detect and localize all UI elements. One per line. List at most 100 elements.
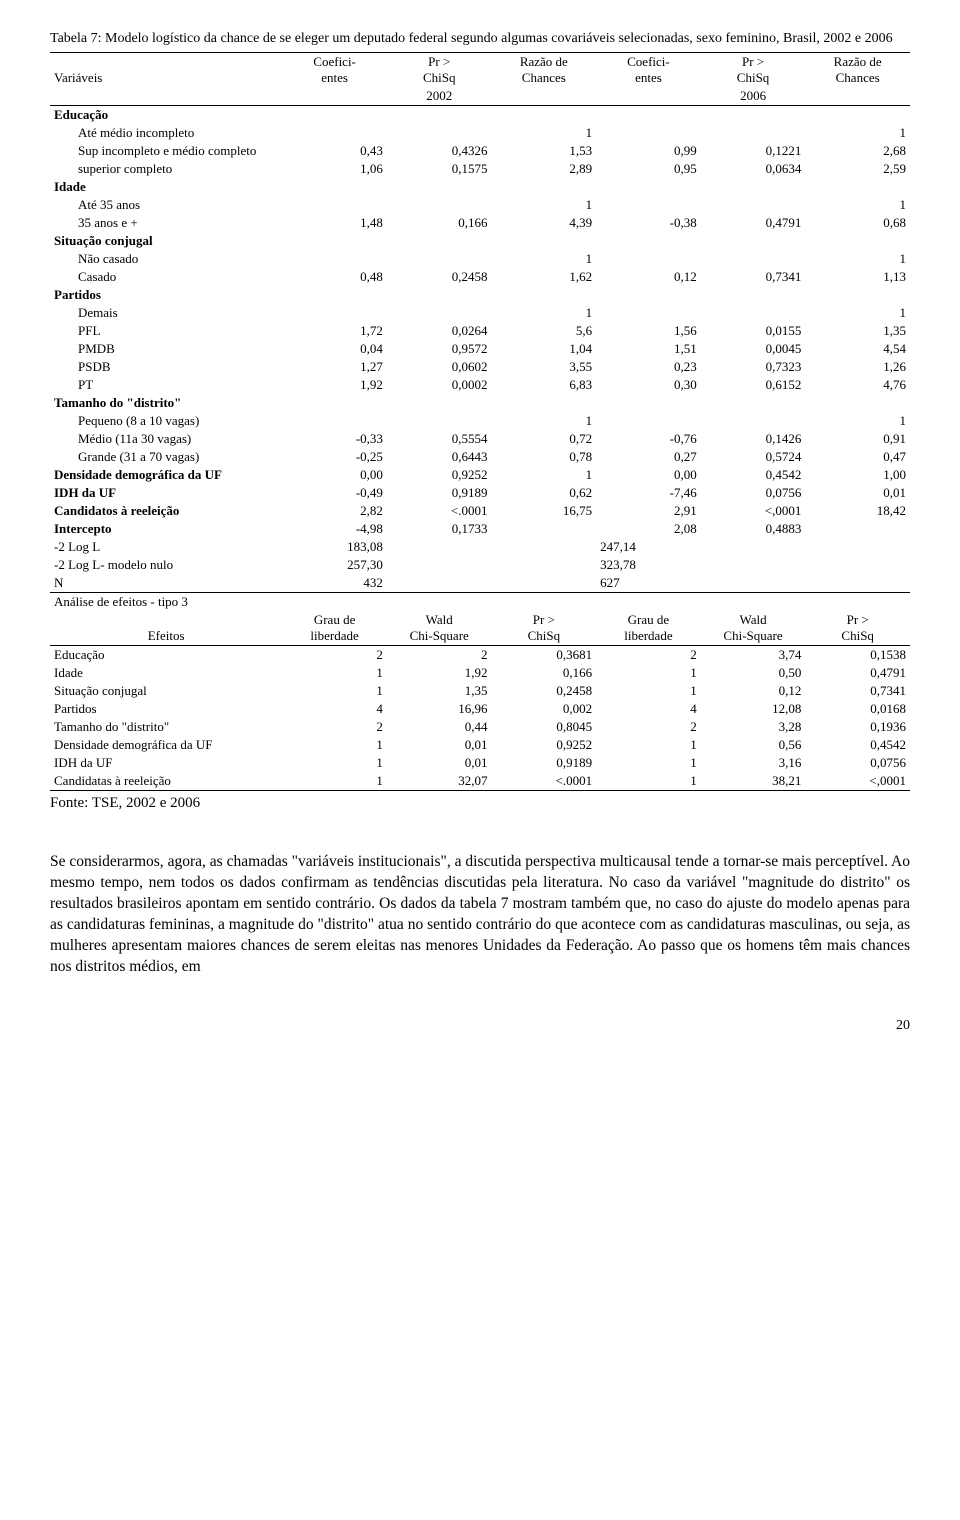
value-cell <box>805 556 910 574</box>
value-cell: 0,1733 <box>387 520 492 538</box>
value-cell: 1 <box>282 682 387 700</box>
value-cell: 0,1538 <box>805 646 910 665</box>
value-cell: <,0001 <box>701 502 806 520</box>
value-cell: 3,28 <box>701 718 806 736</box>
value-cell: -0,25 <box>282 448 387 466</box>
value-cell <box>387 304 492 322</box>
value-cell: 1,35 <box>805 322 910 340</box>
value-cell: 0,30 <box>596 376 701 394</box>
value-cell: 0,9189 <box>492 754 597 772</box>
value-cell: 0,1426 <box>701 430 806 448</box>
value-cell: 1 <box>282 736 387 754</box>
value-cell: 1,06 <box>282 160 387 178</box>
value-cell: 0,9572 <box>387 340 492 358</box>
value-cell: 1 <box>282 772 387 791</box>
fonte-text: Fonte: TSE, 2002 e 2006 <box>50 795 910 812</box>
value-cell: 4,76 <box>805 376 910 394</box>
col-head: WaldChi-Square <box>387 611 492 646</box>
value-cell: 0,27 <box>596 448 701 466</box>
value-cell: 0,91 <box>805 430 910 448</box>
value-cell: 0,7341 <box>701 268 806 286</box>
row-label: PFL <box>50 322 282 340</box>
row-label: Densidade demográfica da UF <box>50 466 282 484</box>
value-cell: 0,2458 <box>492 682 597 700</box>
value-cell <box>282 250 387 268</box>
value-cell: 1 <box>805 196 910 214</box>
value-cell <box>282 124 387 142</box>
row-label: Idade <box>50 664 282 682</box>
value-cell <box>701 412 806 430</box>
value-cell: 257,30 <box>282 556 387 574</box>
value-cell <box>805 574 910 593</box>
value-cell <box>596 196 701 214</box>
row-label: Grande (31 a 70 vagas) <box>50 448 282 466</box>
row-label: Casado <box>50 268 282 286</box>
value-cell: 0,56 <box>701 736 806 754</box>
value-cell: 0,6152 <box>701 376 806 394</box>
row-label: Educação <box>50 646 282 665</box>
value-cell <box>492 538 597 556</box>
value-cell: 2,08 <box>596 520 701 538</box>
value-cell: 0,44 <box>387 718 492 736</box>
row-label: -2 Log L <box>50 538 282 556</box>
value-cell: 2 <box>596 646 701 665</box>
value-cell <box>701 556 806 574</box>
value-cell: 0,0045 <box>701 340 806 358</box>
value-cell: 1 <box>805 250 910 268</box>
value-cell <box>387 556 492 574</box>
row-label: PMDB <box>50 340 282 358</box>
value-cell: 1,00 <box>805 466 910 484</box>
col-head: Razão deChances <box>492 53 597 88</box>
value-cell: 1,27 <box>282 358 387 376</box>
value-cell: 0,00 <box>282 466 387 484</box>
value-cell: 4,39 <box>492 214 597 232</box>
value-cell: 1 <box>596 682 701 700</box>
value-cell: 16,75 <box>492 502 597 520</box>
value-cell <box>701 250 806 268</box>
value-cell <box>596 412 701 430</box>
value-cell: -0,76 <box>596 430 701 448</box>
value-cell: 0,0002 <box>387 376 492 394</box>
value-cell: -7,46 <box>596 484 701 502</box>
col-head: Coefici-entes <box>282 53 387 88</box>
row-label: Candidatas à reeleição <box>50 772 282 791</box>
row-label: Até médio incompleto <box>50 124 282 142</box>
value-cell: 0,12 <box>596 268 701 286</box>
value-cell: 0,99 <box>596 142 701 160</box>
value-cell: <,0001 <box>805 772 910 791</box>
value-cell: 3,74 <box>701 646 806 665</box>
row-label: 35 anos e + <box>50 214 282 232</box>
value-cell: 0,1221 <box>701 142 806 160</box>
value-cell: 1,26 <box>805 358 910 376</box>
value-cell: 0,68 <box>805 214 910 232</box>
row-label: Intercepto <box>50 520 282 538</box>
value-cell: 0,9189 <box>387 484 492 502</box>
value-cell: 1,92 <box>282 376 387 394</box>
value-cell: 2 <box>596 718 701 736</box>
value-cell: 0,50 <box>701 664 806 682</box>
value-cell <box>492 574 597 593</box>
value-cell <box>805 538 910 556</box>
value-cell: 0,2458 <box>387 268 492 286</box>
value-cell: 6,83 <box>492 376 597 394</box>
value-cell: 0,62 <box>492 484 597 502</box>
value-cell: -0,33 <box>282 430 387 448</box>
value-cell: 1,92 <box>387 664 492 682</box>
main-table: VariáveisCoefici-entesPr >ChiSqRazão deC… <box>50 52 910 791</box>
value-cell <box>387 124 492 142</box>
value-cell: 0,0168 <box>805 700 910 718</box>
value-cell: 0,7341 <box>805 682 910 700</box>
row-label: Tamanho do "distrito" <box>50 718 282 736</box>
value-cell: 4 <box>596 700 701 718</box>
row-label: Candidatos à reeleição <box>50 502 282 520</box>
value-cell: 0,0602 <box>387 358 492 376</box>
year-2002: 2002 <box>282 87 596 106</box>
body-paragraph: Se considerarmos, agora, as chamadas "va… <box>50 852 910 978</box>
value-cell: 1 <box>805 412 910 430</box>
value-cell <box>701 196 806 214</box>
col-head: Coefici-entes <box>596 53 701 88</box>
row-label: Situação conjugal <box>50 682 282 700</box>
value-cell: 0,6443 <box>387 448 492 466</box>
value-cell: 4,54 <box>805 340 910 358</box>
value-cell: <.0001 <box>492 772 597 791</box>
